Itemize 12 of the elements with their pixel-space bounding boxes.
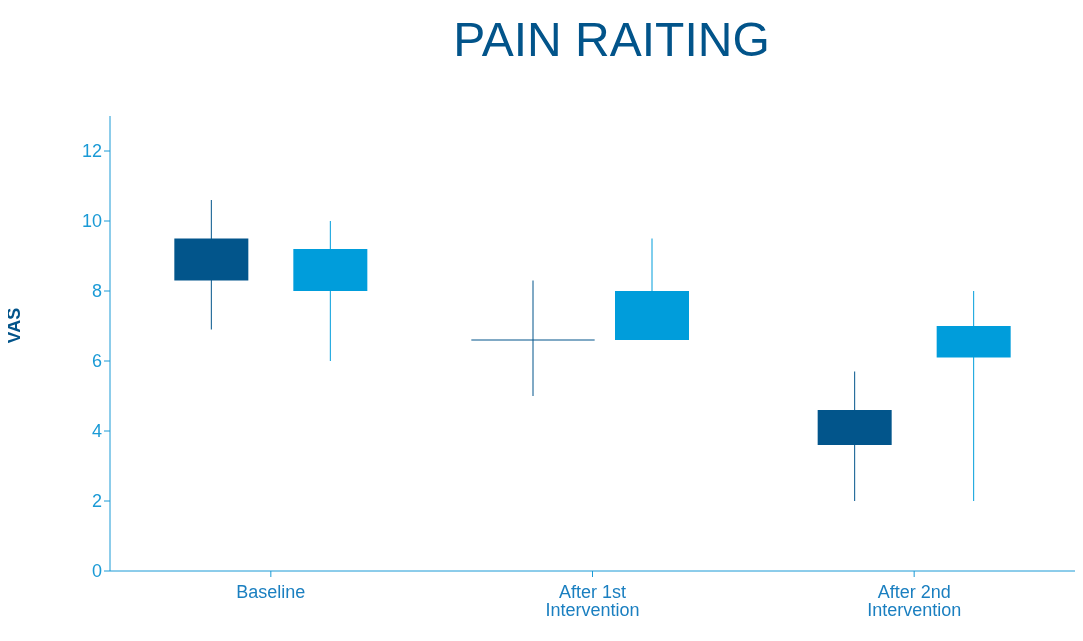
y-axis-title: VAS	[4, 307, 25, 344]
y-tick-label: 6	[91, 351, 102, 372]
y-tick-label: 0	[91, 561, 102, 582]
y-tick-label: 10	[81, 211, 102, 232]
chart-title: PAIN RAITING	[452, 12, 771, 68]
x-tick-label: After 2nd Intervention	[867, 581, 962, 620]
y-tick-label: 12	[81, 141, 102, 162]
y-tick-label: 4	[91, 421, 102, 442]
y-tick-label: 2	[91, 491, 102, 512]
x-tick-label: Baseline	[236, 581, 306, 602]
x-tick-label: After 1st Intervention	[545, 581, 640, 620]
y-tick-label: 8	[91, 281, 102, 302]
